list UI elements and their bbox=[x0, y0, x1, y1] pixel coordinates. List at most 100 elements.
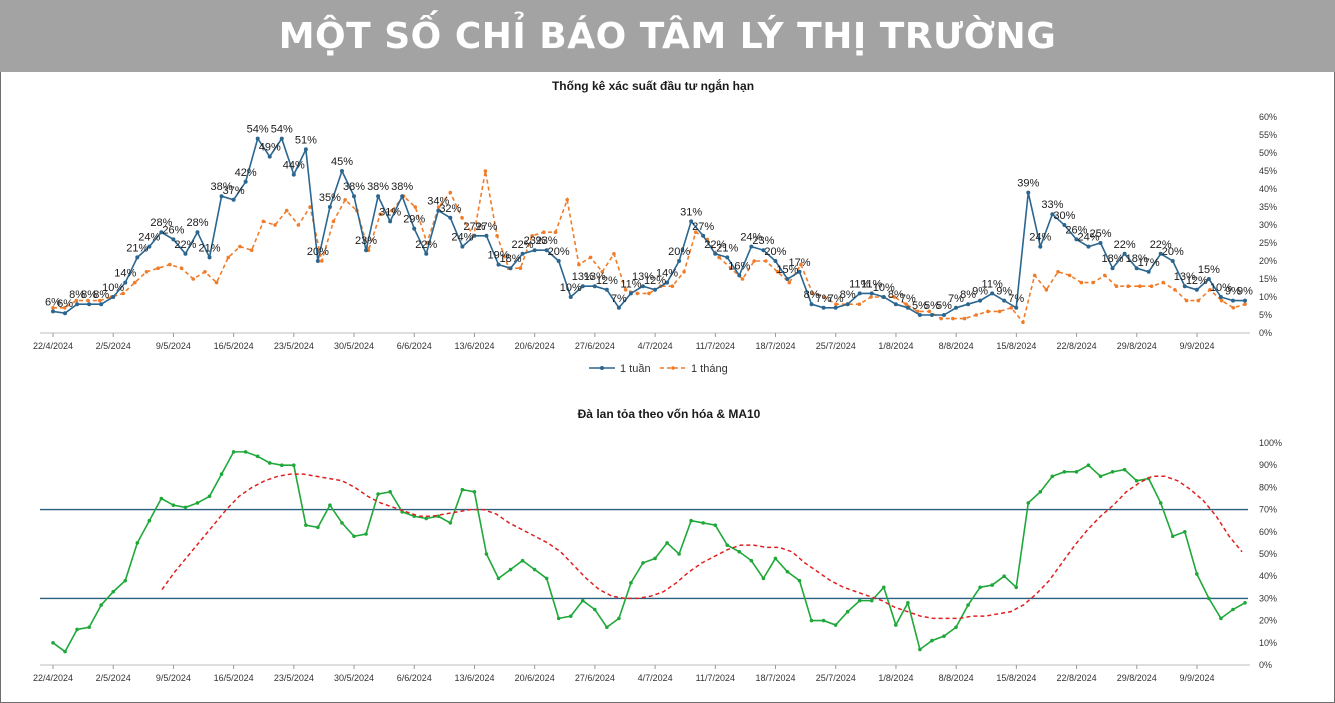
point-breadth bbox=[255, 454, 260, 459]
point-breadth bbox=[1026, 501, 1031, 505]
point-1-tuan bbox=[905, 305, 910, 310]
data-label-1-tuan: 11% bbox=[620, 278, 641, 290]
point-1-tuan bbox=[689, 219, 694, 224]
y-tick-label: 100% bbox=[1259, 438, 1282, 448]
point-1-thang bbox=[740, 277, 745, 281]
point-1-thang bbox=[1161, 280, 1165, 285]
point-1-tuan bbox=[544, 248, 549, 253]
point-breadth bbox=[1158, 501, 1163, 505]
point-breadth bbox=[159, 496, 164, 501]
point-1-thang bbox=[787, 280, 792, 285]
data-label-1-tuan: 17% bbox=[788, 257, 810, 269]
point-1-tuan bbox=[821, 305, 826, 310]
point-breadth bbox=[496, 576, 501, 581]
x-tick-label: 1/8/2024 bbox=[878, 673, 913, 683]
point-1-thang bbox=[764, 259, 768, 263]
point-breadth bbox=[713, 523, 718, 527]
x-tick-label: 23/5/2024 bbox=[274, 673, 314, 683]
point-breadth bbox=[918, 647, 922, 652]
point-1-tuan bbox=[1206, 277, 1211, 281]
point-1-tuan bbox=[111, 295, 116, 299]
point-1-tuan bbox=[978, 298, 983, 303]
series-line-ma10 bbox=[161, 473, 1243, 620]
point-1-thang bbox=[261, 219, 266, 224]
point-1-tuan bbox=[1014, 305, 1019, 310]
point-breadth bbox=[352, 534, 356, 539]
point-1-thang bbox=[319, 259, 324, 263]
point-1-tuan bbox=[677, 259, 682, 263]
y-tick-label: 40% bbox=[1259, 571, 1277, 581]
point-breadth bbox=[376, 492, 380, 496]
data-label-1-tuan: 24% bbox=[1077, 232, 1099, 244]
y-tick-label: 20% bbox=[1259, 616, 1277, 626]
point-1-thang bbox=[577, 262, 581, 267]
point-breadth bbox=[954, 625, 958, 630]
data-label-1-tuan: 5% bbox=[912, 300, 928, 312]
point-breadth bbox=[243, 450, 248, 454]
x-tick-label: 20/6/2024 bbox=[515, 673, 555, 683]
point-1-thang bbox=[121, 291, 125, 296]
point-1-thang bbox=[542, 230, 546, 234]
point-1-tuan bbox=[809, 302, 814, 307]
data-label-1-tuan: 20% bbox=[764, 246, 786, 258]
data-label-1-tuan: 22% bbox=[512, 239, 534, 251]
point-1-tuan bbox=[436, 208, 441, 213]
point-1-thang bbox=[308, 205, 312, 209]
point-1-tuan bbox=[628, 291, 633, 296]
point-1-tuan bbox=[616, 305, 621, 310]
point-breadth bbox=[1098, 474, 1103, 479]
data-label-1-tuan: 9% bbox=[996, 286, 1012, 298]
point-breadth bbox=[797, 578, 802, 583]
data-label-1-tuan: 13% bbox=[584, 271, 606, 283]
point-breadth bbox=[821, 618, 826, 623]
point-breadth bbox=[761, 576, 766, 581]
point-1-thang bbox=[565, 198, 569, 202]
point-1-tuan bbox=[1182, 284, 1187, 289]
point-1-tuan bbox=[123, 280, 128, 285]
point-1-thang bbox=[939, 316, 943, 321]
x-tick-label: 22/4/2024 bbox=[33, 341, 73, 351]
point-1-tuan bbox=[1230, 298, 1235, 303]
data-label-1-tuan: 32% bbox=[439, 203, 461, 215]
data-label-1-tuan: 19% bbox=[487, 250, 509, 262]
point-1-tuan bbox=[1134, 266, 1139, 271]
data-label-1-tuan: 31% bbox=[680, 206, 702, 218]
point-1-tuan bbox=[243, 179, 248, 184]
point-1-tuan bbox=[990, 291, 995, 296]
x-tick-label: 27/6/2024 bbox=[575, 673, 615, 683]
point-breadth bbox=[219, 472, 224, 476]
data-label-1-tuan: 26% bbox=[162, 224, 184, 236]
data-label-1-tuan: 38% bbox=[211, 181, 233, 193]
y-tick-label: 55% bbox=[1259, 130, 1277, 140]
data-label-1-tuan: 20% bbox=[548, 246, 570, 258]
point-breadth bbox=[641, 561, 645, 565]
point-1-tuan bbox=[183, 251, 188, 256]
point-breadth bbox=[436, 514, 441, 519]
point-breadth bbox=[364, 532, 368, 536]
point-breadth bbox=[75, 627, 79, 632]
point-1-tuan bbox=[400, 194, 405, 199]
x-tick-label: 1/8/2024 bbox=[878, 341, 913, 351]
x-tick-label: 15/8/2024 bbox=[996, 341, 1036, 351]
point-breadth bbox=[809, 618, 814, 623]
point-breadth bbox=[629, 581, 633, 585]
point-1-thang bbox=[448, 190, 453, 195]
point-breadth bbox=[942, 634, 946, 638]
point-1-tuan bbox=[231, 197, 236, 202]
point-1-thang bbox=[273, 223, 277, 227]
point-1-tuan bbox=[1243, 298, 1247, 303]
point-1-tuan bbox=[1098, 241, 1103, 245]
point-1-thang bbox=[1219, 298, 1224, 303]
x-tick-label: 4/7/2024 bbox=[638, 341, 673, 351]
point-breadth bbox=[388, 490, 392, 494]
point-1-thang bbox=[331, 219, 336, 224]
point-breadth bbox=[857, 598, 862, 603]
point-1-thang bbox=[203, 270, 207, 274]
point-1-tuan bbox=[195, 230, 200, 235]
x-tick-label: 25/7/2024 bbox=[816, 341, 856, 351]
point-breadth bbox=[400, 510, 404, 514]
point-1-tuan bbox=[51, 309, 55, 314]
point-1-thang bbox=[1102, 273, 1107, 278]
x-tick-label: 8/8/2024 bbox=[939, 341, 974, 351]
legend-marker-1-tuan bbox=[600, 366, 604, 370]
